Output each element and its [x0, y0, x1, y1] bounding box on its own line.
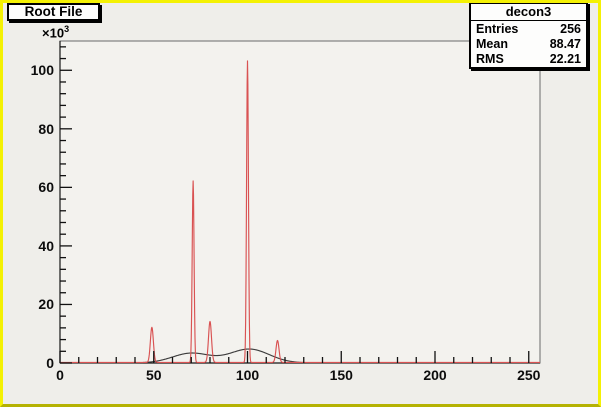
stats-row-value: 22.21 — [549, 51, 581, 66]
stats-box: decon3 Entries 256 Mean 88.47 RMS 22.21 — [469, 3, 588, 69]
stats-rows: Entries 256 Mean 88.47 RMS 22.21 — [471, 21, 586, 66]
y-axis-exponent-label: ×103 — [42, 24, 69, 40]
stats-box-title: decon3 — [471, 4, 586, 21]
y-axis-exponent-base: ×10 — [42, 25, 65, 41]
y-axis-tick-label: 40 — [38, 237, 54, 254]
stats-row-value: 256 — [560, 21, 581, 36]
stats-row-label: Entries — [476, 21, 519, 36]
y-axis-exponent-power: 3 — [64, 24, 70, 34]
x-axis-tick-label: 0 — [56, 367, 64, 383]
x-axis-tick-label: 50 — [145, 367, 162, 383]
x-axis-tick-label: 250 — [517, 367, 541, 383]
stats-row: RMS 22.21 — [471, 51, 586, 66]
stats-row-value: 88.47 — [549, 36, 581, 51]
y-axis-tick-label: 20 — [38, 296, 54, 313]
canvas-title-label: Root File — [24, 4, 83, 19]
y-axis-tick-label: 60 — [38, 179, 54, 196]
stats-row-label: RMS — [476, 51, 504, 66]
x-axis-tick-label: 150 — [329, 367, 353, 383]
stats-row-label: Mean — [476, 36, 508, 51]
stats-row: Entries 256 — [471, 21, 586, 36]
y-axis-tick-label: 0 — [46, 355, 54, 371]
canvas-title-box: Root File — [7, 3, 100, 21]
plot-frame — [59, 40, 541, 364]
x-axis-tick-label: 100 — [235, 367, 260, 383]
y-axis-tick-label: 80 — [38, 120, 54, 137]
stats-row: Mean 88.47 — [471, 36, 586, 51]
decon3-red-peaks-curve — [59, 60, 541, 363]
x-axis-tick-label: 200 — [423, 367, 447, 383]
y-axis-tick-label: 100 — [30, 62, 54, 79]
